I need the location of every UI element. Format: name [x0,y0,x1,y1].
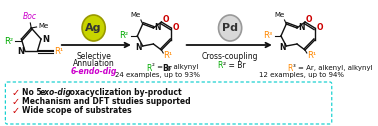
Text: 24 examples, up to 93%: 24 examples, up to 93% [115,72,200,78]
Text: R³: R³ [263,32,272,40]
Text: Mechanism and DFT studies supported: Mechanism and DFT studies supported [22,97,191,106]
Text: ✓: ✓ [12,106,20,116]
Text: ✓: ✓ [12,97,20,107]
Text: Selective: Selective [76,52,111,61]
Text: ² =: ² = [152,64,165,70]
Text: oxacyclization by-product: oxacyclization by-product [67,88,181,97]
Text: No 5-: No 5- [22,88,45,97]
Text: Br: Br [162,64,172,73]
Text: Boc: Boc [23,12,37,21]
Text: Cross-coupling: Cross-coupling [202,52,258,61]
Text: N: N [17,48,24,56]
Text: O: O [173,24,180,33]
Text: exo-dig: exo-dig [39,88,71,97]
Text: Wide scope of substrates: Wide scope of substrates [22,106,132,115]
Text: Me: Me [274,12,285,18]
Text: ³ = Ar, alkenyl, alkynyl: ³ = Ar, alkenyl, alkynyl [293,64,372,71]
Text: 12 examples, up to 94%: 12 examples, up to 94% [259,72,344,78]
Circle shape [218,15,242,41]
Text: R¹: R¹ [54,46,64,55]
Text: Pd: Pd [222,23,238,33]
Text: N: N [154,23,161,32]
Text: Me: Me [38,23,49,29]
Text: N: N [298,23,304,32]
Text: 6-endo-dig: 6-endo-dig [70,67,117,76]
Text: , alkynyl: , alkynyl [169,64,199,70]
Text: R²: R² [119,32,129,40]
Text: ✓: ✓ [12,88,20,98]
Text: N: N [42,35,49,43]
Text: R: R [287,64,293,73]
Text: Annulation: Annulation [73,59,115,68]
Text: O: O [306,15,312,24]
Text: Ag: Ag [85,23,102,33]
Text: R¹: R¹ [307,51,316,59]
Text: N: N [135,42,142,52]
Text: R¹: R¹ [163,51,172,59]
Text: O: O [317,24,323,33]
Text: Me: Me [131,12,141,18]
Text: R: R [146,64,152,73]
Text: R: R [218,61,223,70]
Text: O: O [162,15,169,24]
FancyBboxPatch shape [5,82,332,124]
Text: ² = Br: ² = Br [223,61,246,70]
Text: N: N [279,42,285,52]
Circle shape [82,15,105,41]
Text: R²: R² [4,38,13,46]
